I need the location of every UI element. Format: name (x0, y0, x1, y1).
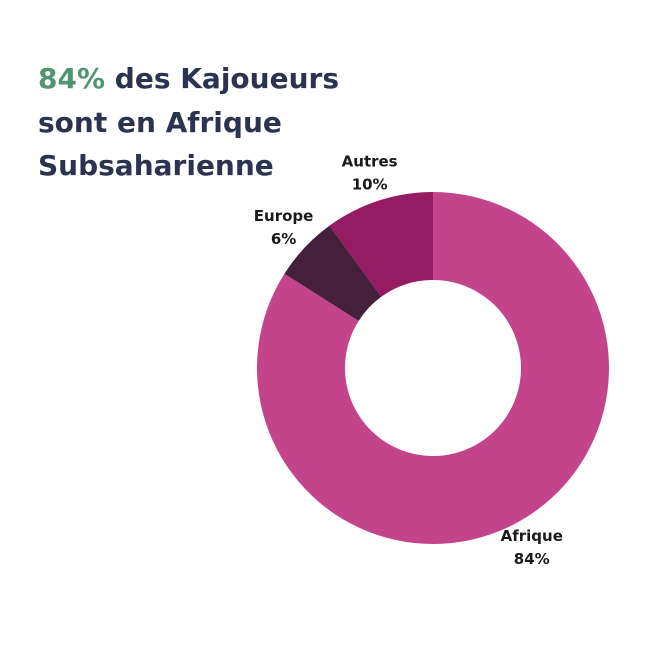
title-line: Subsaharienne (38, 149, 274, 182)
title-highlight: 84% (38, 62, 105, 95)
donut-slice (257, 192, 609, 544)
title-line: sont en Afrique (38, 106, 282, 139)
slice-category-label: Autres (342, 153, 398, 171)
slice-category-label: Europe (254, 207, 314, 225)
slice-value-label: 6% (271, 230, 296, 248)
slice-category-label: Afrique (501, 527, 563, 545)
chart-title: 84% des Kajoueurs (38, 62, 339, 95)
donut-slice (284, 225, 382, 321)
title-line: des Kajoueurs (115, 62, 339, 95)
donut-slice (329, 192, 433, 297)
slice-value-label: 10% (352, 176, 388, 194)
slice-value-label: 84% (514, 550, 550, 568)
